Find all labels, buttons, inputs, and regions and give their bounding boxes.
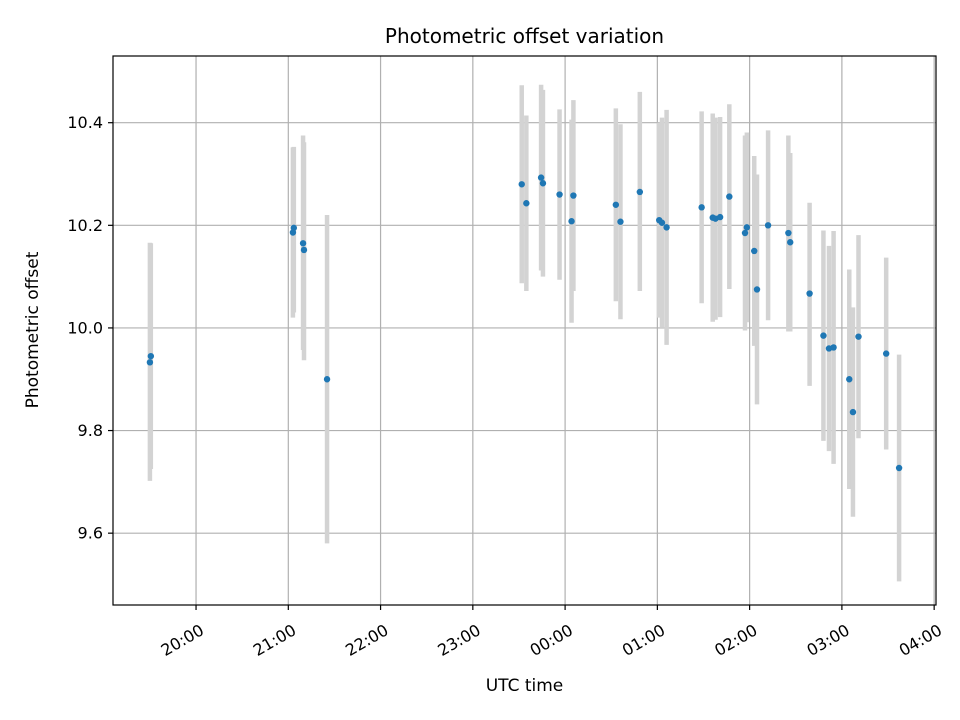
data-point [299, 240, 307, 247]
y-axis-title: Photometric offset [23, 251, 43, 408]
data-point [895, 464, 903, 472]
data-point [698, 204, 705, 211]
data-point [855, 333, 862, 340]
y-tick-label: 9.6 [78, 524, 103, 543]
x-axis-title: UTC time [486, 676, 564, 696]
y-tick-label: 10.4 [67, 113, 103, 132]
data-point [663, 224, 670, 231]
data-point [716, 213, 724, 221]
y-axis: 9.6 9.8 10.0 10.2 10.4 [67, 113, 113, 543]
y-tick-label: 9.8 [78, 421, 103, 440]
y-tick-label: 10.0 [67, 318, 103, 337]
data-point [846, 376, 853, 383]
data-point [820, 332, 827, 339]
data-point [849, 408, 857, 416]
data-point [570, 192, 577, 199]
data-point [882, 350, 890, 357]
data-point [753, 286, 761, 293]
data-point [741, 229, 749, 237]
data-point [785, 229, 792, 237]
plot-frame [112, 55, 937, 606]
data-point [323, 376, 331, 383]
data-point [300, 246, 308, 254]
data-point [658, 219, 666, 226]
data-point [518, 181, 525, 188]
data-point [751, 247, 758, 255]
data-point [787, 239, 794, 246]
data-point [612, 201, 620, 208]
data-point [290, 224, 298, 232]
data-point [617, 218, 624, 225]
y-tick-label: 10.2 [67, 216, 103, 235]
data-points [146, 174, 903, 472]
data-point [147, 352, 155, 360]
data-point [726, 193, 733, 200]
data-point [568, 218, 575, 225]
data-point [556, 191, 563, 198]
data-point [523, 200, 530, 207]
data-point [539, 180, 547, 187]
data-point [146, 359, 154, 366]
data-point [636, 188, 644, 196]
data-point [537, 174, 545, 181]
data-point [806, 290, 813, 297]
chart-title: Photometric offset variation [385, 24, 664, 48]
data-point [743, 224, 751, 231]
data-point [830, 344, 837, 351]
data-point [764, 222, 772, 229]
